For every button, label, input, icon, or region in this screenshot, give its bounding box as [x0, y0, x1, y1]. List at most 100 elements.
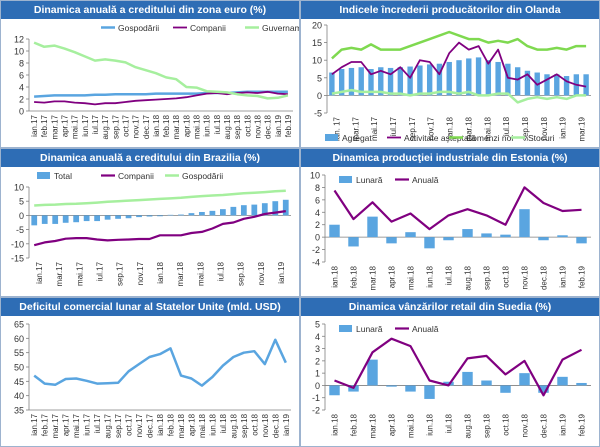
- bar: [52, 215, 59, 224]
- x-tick-label: nov.18: [521, 413, 530, 437]
- bar: [538, 237, 549, 241]
- legend-label: Gospodării: [118, 23, 159, 33]
- bar: [475, 57, 482, 96]
- y-tick-label: 65: [14, 320, 24, 330]
- legend-label: Companii: [190, 23, 226, 33]
- bar: [538, 385, 549, 393]
- chart-netherlands-confidence: -5 0 5 10 15 20 ian. 17 mar.17 mai.17 iul.17 sep.1…: [312, 21, 591, 143]
- bar: [424, 237, 435, 249]
- y-tick-label: 2: [19, 95, 24, 105]
- y-tick-label: 4: [19, 83, 24, 93]
- x-tick-label: mar.17: [50, 114, 59, 139]
- x-tick-label: feb.19: [578, 265, 587, 288]
- y-tick-label: -2: [312, 245, 320, 255]
- bar: [485, 60, 492, 96]
- legend-label: Anuală: [412, 175, 439, 185]
- y-tick-label: 6: [19, 71, 24, 81]
- x-tick-label: iul.17: [389, 116, 398, 136]
- y-tick-label: 0: [19, 211, 24, 221]
- x-tick-label: mar.18: [177, 414, 186, 439]
- bar: [387, 67, 394, 96]
- y-tick-label: 4: [315, 332, 320, 342]
- bar: [544, 74, 550, 96]
- y-tick-label: -5: [314, 109, 322, 119]
- legend-label: Comenzi noi: [466, 133, 513, 143]
- series-line: [34, 189, 286, 207]
- x-tick-label: ian.18: [152, 114, 161, 136]
- x-tick-label: feb.17: [41, 413, 50, 436]
- x-tick-label: oct.18: [243, 114, 252, 136]
- x-tick-label: apr.18: [182, 114, 191, 137]
- x-tick-label: ian.18: [331, 265, 340, 287]
- x-tick-label: apr.18: [388, 413, 397, 436]
- bar: [386, 385, 397, 387]
- x-tick-label: ian. 17: [332, 116, 341, 141]
- x-tick-label: aug.18: [223, 114, 232, 139]
- bar: [443, 237, 454, 241]
- chart-title-netherlands-confidence: Indicele încrederii producătorilor din O…: [301, 1, 599, 19]
- x-tick-label: ian.19: [282, 413, 291, 435]
- bar: [367, 359, 378, 386]
- x-tick-label: aug.17: [101, 114, 110, 139]
- y-tick-label: 35: [14, 406, 24, 416]
- y-tick-label: 15: [312, 38, 322, 48]
- bar: [514, 67, 521, 96]
- bar: [209, 210, 216, 216]
- x-tick-label: apr.18: [187, 413, 196, 436]
- y-tick-label: 0: [317, 91, 322, 101]
- y-tick-label: 10: [14, 183, 24, 193]
- bar: [178, 214, 184, 216]
- x-tick-label: oct.18: [250, 413, 259, 435]
- bar: [157, 215, 163, 217]
- x-tick-label: iul.18: [217, 261, 226, 281]
- y-tick-label: 5: [315, 320, 320, 330]
- bar: [348, 237, 359, 247]
- x-tick-label: nov.18: [521, 265, 530, 289]
- x-tick-label: apr.17: [61, 114, 70, 137]
- x-tick-label: ian.18: [446, 116, 455, 138]
- bar: [563, 76, 570, 96]
- bar: [397, 67, 404, 96]
- series-line: [33, 338, 287, 387]
- y-tick-label: 2: [315, 220, 320, 230]
- x-tick-label: nov.18: [257, 261, 266, 285]
- x-tick-label: iul.17: [93, 413, 102, 433]
- x-tick-label: sep.17: [114, 413, 123, 438]
- bar: [31, 215, 38, 226]
- x-tick-label: aug.18: [464, 413, 473, 438]
- legend-swatch: [339, 325, 352, 332]
- x-tick-label: oct.18: [502, 265, 511, 287]
- bar: [251, 204, 258, 216]
- bar: [524, 70, 531, 96]
- bar: [199, 211, 205, 216]
- bar: [329, 72, 335, 96]
- y-tick-label: -1: [312, 393, 320, 403]
- series-line: [33, 210, 286, 247]
- x-tick-label: mar.19: [578, 116, 587, 141]
- x-tick-label: mar.17: [55, 261, 64, 286]
- bar: [500, 385, 511, 393]
- y-tick-label: 0: [315, 233, 320, 243]
- chart-sweden-retail: -2 -1 0 1 2 3 4 5 ian.18 feb.18 mar.18 apr.18 mai.18…: [312, 320, 591, 438]
- legend-label: Total: [54, 171, 72, 181]
- bar: [219, 209, 226, 216]
- x-tick-label: iun.17: [83, 413, 92, 435]
- bar: [272, 201, 279, 216]
- legend-swatch: [325, 134, 338, 141]
- x-tick-label: ian.19: [274, 114, 283, 136]
- bar: [378, 67, 384, 96]
- x-tick-label: sep.18: [483, 413, 492, 438]
- x-tick-label: feb.17: [40, 114, 49, 137]
- series-line: [331, 30, 587, 60]
- bar: [282, 199, 289, 216]
- series-line: [331, 41, 587, 88]
- bar: [554, 74, 560, 96]
- bar: [481, 233, 492, 238]
- x-tick-label: apr.18: [388, 265, 397, 288]
- bar: [576, 237, 587, 244]
- x-tick-label: iun.17: [81, 114, 90, 136]
- chart-title-brazil-credit: Dinamica anuală a creditului din Brazili…: [1, 149, 299, 167]
- x-tick-label: iun.18: [208, 413, 217, 435]
- bar: [405, 232, 416, 238]
- legend-swatch: [339, 176, 352, 183]
